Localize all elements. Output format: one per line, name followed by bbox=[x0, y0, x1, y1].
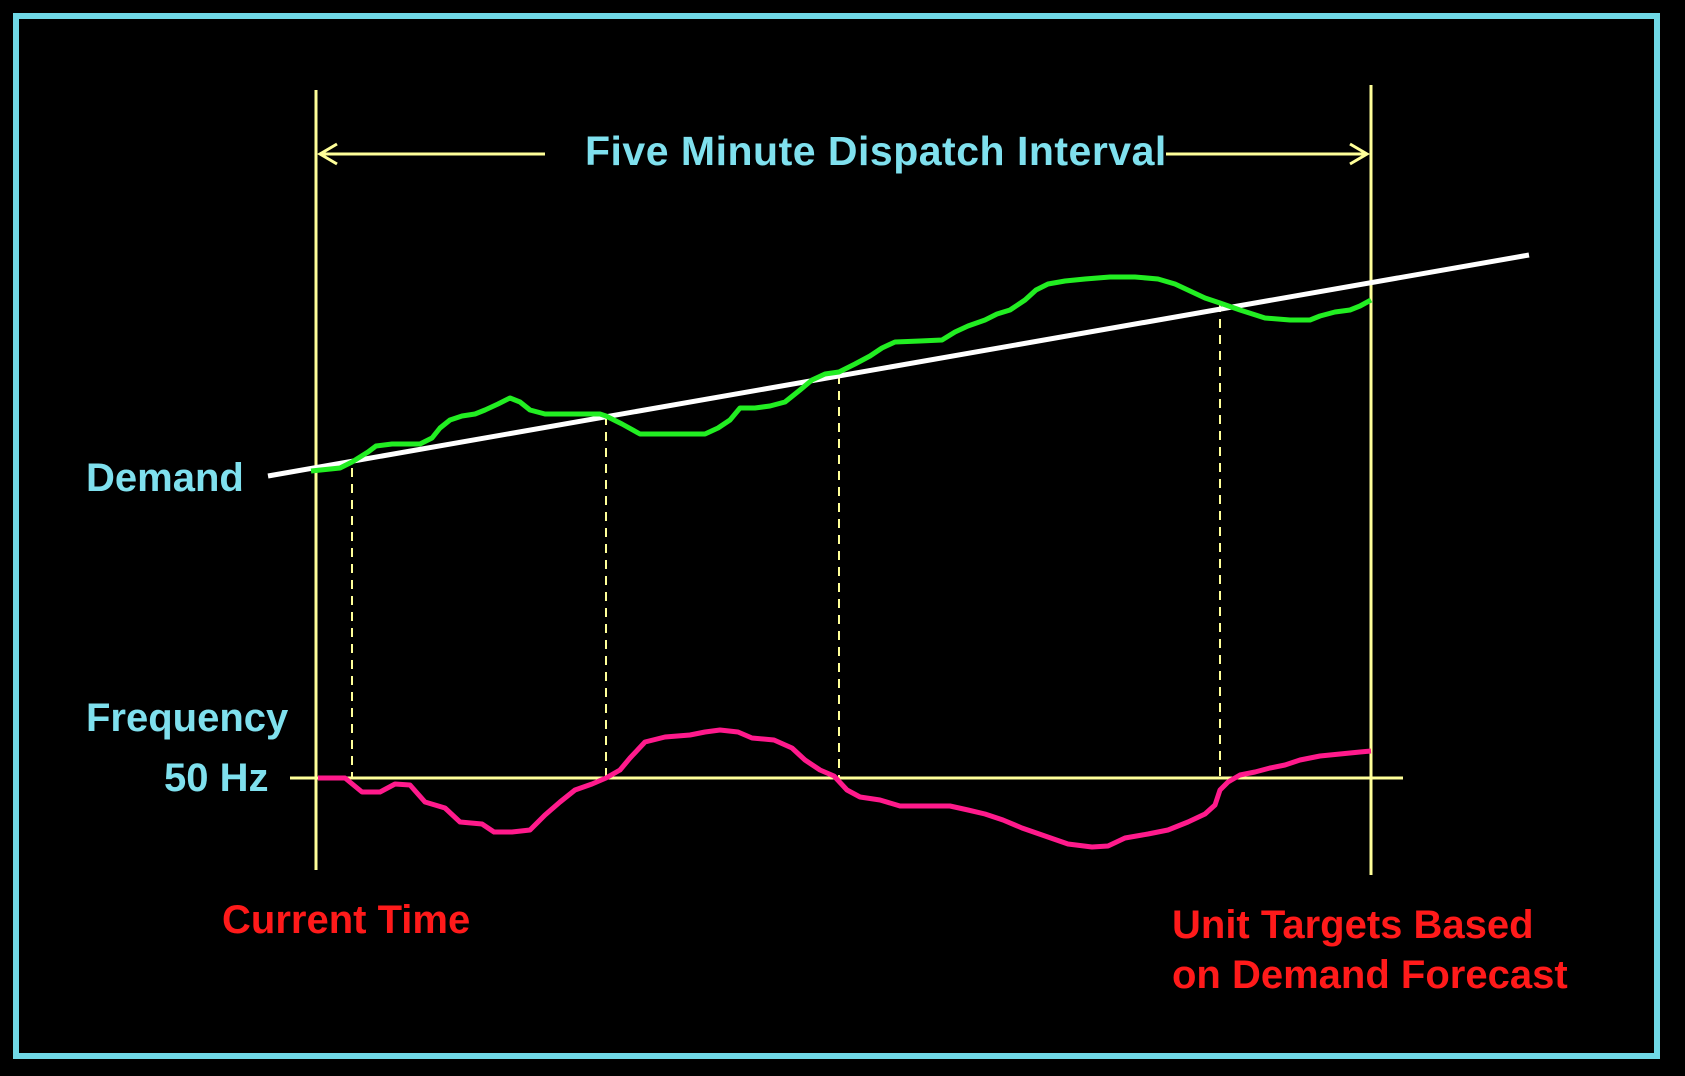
unit-targets-line-1: Unit Targets Based bbox=[1172, 903, 1534, 947]
nominal-frequency-label: 50 Hz bbox=[164, 756, 269, 800]
demand-label: Demand bbox=[86, 456, 244, 500]
frequency-line bbox=[318, 727, 1372, 850]
current-time-label: Current Time bbox=[222, 898, 471, 942]
interval-arrow bbox=[317, 142, 1370, 166]
demand-forecast-line bbox=[267, 252, 1530, 479]
diagram-frame bbox=[13, 13, 1660, 1059]
interval-title: Five Minute Dispatch Interval bbox=[585, 128, 1167, 174]
unit-targets-label: Unit Targets Based on Demand Forecast bbox=[1172, 900, 1568, 1000]
unit-targets-line-2: on Demand Forecast bbox=[1172, 953, 1568, 997]
frequency-label: Frequency bbox=[86, 696, 289, 740]
actual-demand-line bbox=[310, 274, 1373, 474]
